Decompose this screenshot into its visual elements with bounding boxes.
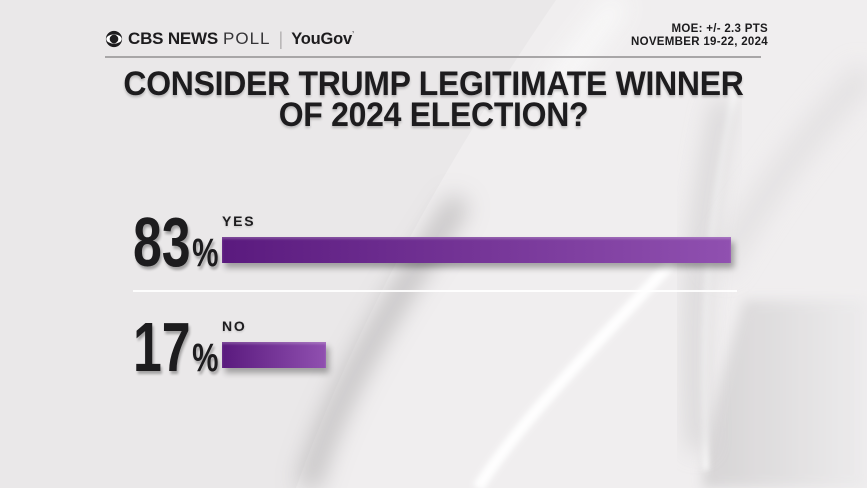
value-label-no: 17% <box>133 310 218 396</box>
title-line-2: OF 2024 ELECTION? <box>278 96 589 134</box>
title-line-1: CONSIDER TRUMP LEGITIMATE WINNER <box>123 65 744 103</box>
category-label-yes: YES <box>222 213 256 229</box>
margin-of-error: MOE: +/- 2.3 PTS <box>671 23 768 35</box>
yougov-wordmark: YouGov’ <box>291 29 355 48</box>
brand-lockup: CBS NEWS POLL | YouGov’ <box>105 28 354 50</box>
poll-wordmark: POLL <box>223 29 271 48</box>
value-number: 17 <box>133 308 191 386</box>
brand-separator: | <box>278 28 284 49</box>
percent-sign: % <box>192 231 219 275</box>
cbs-news-wordmark: CBS NEWS <box>128 29 219 48</box>
bar-no <box>222 342 327 368</box>
bar-group-no: NO <box>222 319 835 368</box>
cbs-eye-icon <box>105 30 123 48</box>
header-rule <box>105 56 761 58</box>
field-dates: NOVEMBER 19-22, 2024 <box>630 35 768 48</box>
trademark-mark: ’ <box>352 29 355 39</box>
bar-yes <box>222 237 731 263</box>
page-title: CONSIDER TRUMP LEGITIMATE WINNER OF 2024… <box>26 65 841 134</box>
percent-sign: % <box>192 336 219 380</box>
row-divider <box>133 290 737 292</box>
value-label-yes: 83% <box>133 205 218 291</box>
poll-metadata: MOE: +/- 2.3 PTS NOVEMBER 19-22, 2024 <box>631 23 768 48</box>
bar-group-yes: YES <box>222 214 835 263</box>
category-label-no: NO <box>222 318 247 334</box>
value-number: 83 <box>133 203 191 281</box>
